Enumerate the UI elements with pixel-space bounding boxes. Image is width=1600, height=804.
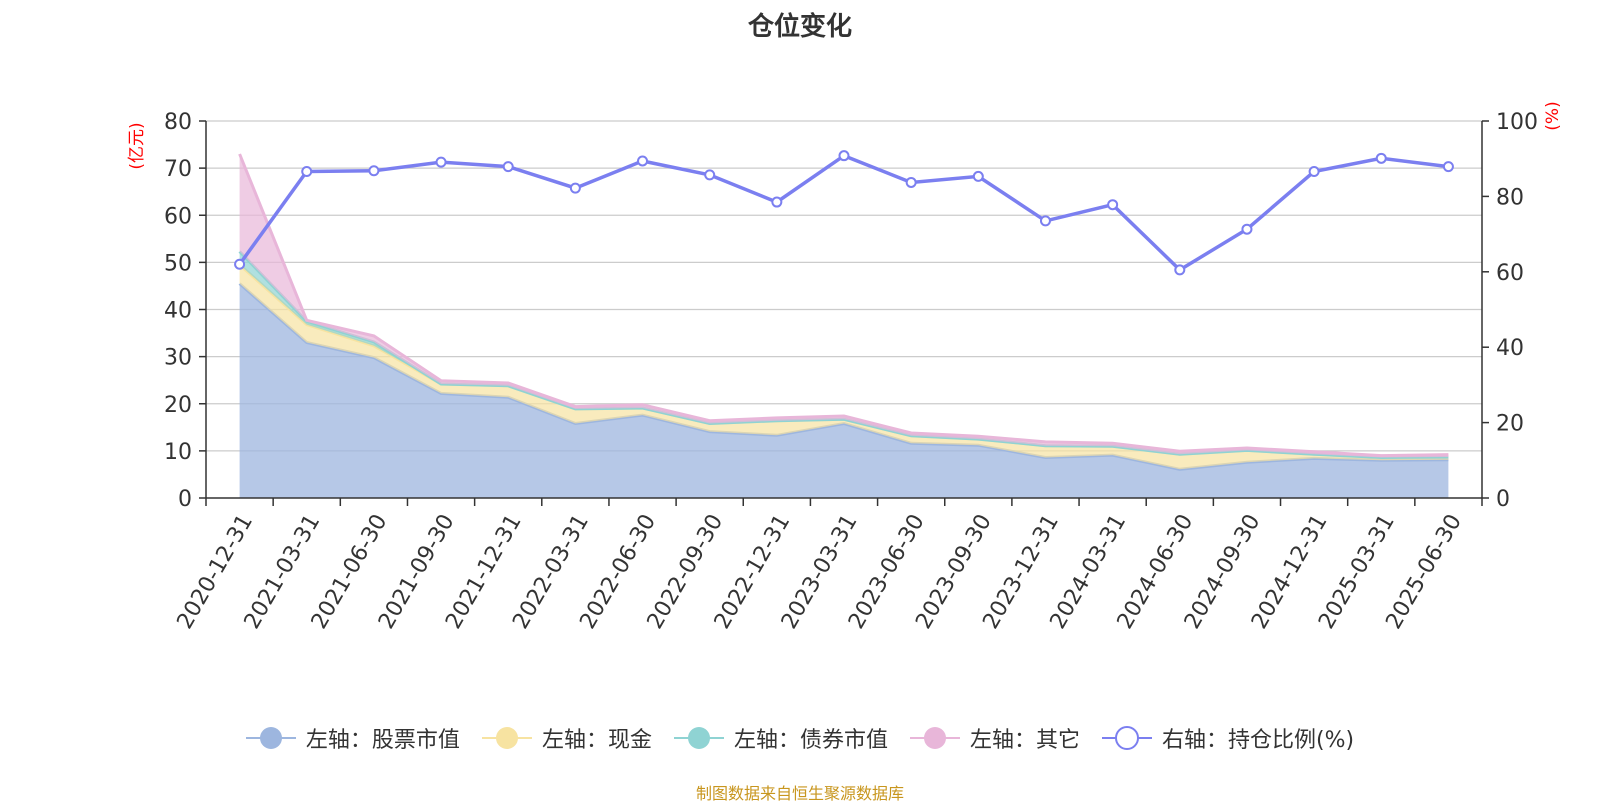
ratio-point bbox=[1308, 166, 1320, 178]
ratio-point bbox=[1107, 199, 1119, 211]
left-tick-label: 60 bbox=[164, 204, 192, 229]
legend-swatch-cash bbox=[481, 727, 532, 749]
left-tick-label: 10 bbox=[164, 440, 192, 465]
ratio-point bbox=[1241, 223, 1253, 235]
ratio-point bbox=[637, 155, 649, 167]
legend-swatch-other bbox=[909, 727, 960, 749]
legend-swatch-stock bbox=[245, 727, 296, 749]
legend-item-bond[interactable]: 左轴：债券市值 bbox=[673, 722, 888, 754]
legend-label-ratio: 右轴：持仓比例(%) bbox=[1161, 728, 1355, 753]
legend-item-ratio[interactable]: 右轴：持仓比例(%) bbox=[1101, 722, 1355, 754]
legend-label-other: 左轴：其它 bbox=[969, 728, 1080, 753]
ratio-point bbox=[435, 156, 447, 168]
legend-label-cash: 左轴：现金 bbox=[541, 728, 652, 753]
right-tick-label: 0 bbox=[1496, 487, 1510, 512]
legend-swatch-ratio bbox=[1101, 726, 1152, 750]
ratio-point bbox=[771, 196, 783, 208]
source-note: 制图数据来自恒生聚源数据库 bbox=[695, 784, 904, 803]
legend-swatch-marker bbox=[687, 727, 710, 749]
chart: 010203040506070800204060801002020-12-312… bbox=[127, 101, 1563, 633]
ratio-point bbox=[368, 165, 380, 177]
legend-swatch-marker bbox=[259, 727, 282, 749]
legend-swatch-marker bbox=[1114, 726, 1139, 750]
left-tick-label: 50 bbox=[164, 251, 192, 276]
left-tick-label: 80 bbox=[164, 110, 192, 135]
right-tick-label: 80 bbox=[1496, 185, 1524, 210]
left-tick-label: 0 bbox=[178, 487, 192, 512]
legend: 左轴：股票市值 左轴：现金 左轴：债券市值 左轴：其它 右轴：持仓比例(%) bbox=[0, 722, 1600, 754]
left-tick-label: 30 bbox=[164, 346, 192, 371]
right-tick-label: 40 bbox=[1496, 336, 1524, 361]
left-tick-label: 70 bbox=[164, 157, 192, 182]
legend-item-other[interactable]: 左轴：其它 bbox=[909, 722, 1080, 754]
right-tick-label: 60 bbox=[1496, 261, 1524, 286]
ratio-line bbox=[238, 153, 1449, 273]
ratio-point bbox=[1174, 264, 1186, 276]
right-tick-label: 100 bbox=[1496, 110, 1538, 135]
legend-label-stock: 左轴：股票市值 bbox=[305, 728, 460, 753]
legend-item-cash[interactable]: 左轴：现金 bbox=[481, 722, 652, 754]
area-line-series-3 bbox=[238, 153, 1449, 458]
legend-swatch-marker bbox=[923, 727, 946, 749]
legend-item-stock[interactable]: 左轴：股票市值 bbox=[245, 722, 460, 754]
ratio-point bbox=[502, 161, 514, 173]
left-tick-label: 20 bbox=[164, 393, 192, 418]
left-axis-label: (亿元) bbox=[127, 122, 147, 169]
area-series-0 bbox=[239, 283, 1449, 498]
ratio-point bbox=[1375, 152, 1387, 164]
ratio-point bbox=[1039, 215, 1051, 227]
ratio-point bbox=[1442, 161, 1454, 173]
legend-label-bond: 左轴：债券市值 bbox=[733, 728, 888, 753]
ratio-point bbox=[234, 258, 246, 270]
ratio-point bbox=[972, 170, 984, 182]
ratio-point bbox=[838, 150, 850, 162]
ratio-point bbox=[704, 169, 716, 181]
ratio-point bbox=[569, 182, 581, 194]
ratio-point bbox=[905, 176, 917, 188]
chart-title: 仓位变化 bbox=[747, 12, 852, 42]
right-axis-label: (%) bbox=[1543, 101, 1563, 130]
legend-swatch-marker bbox=[495, 727, 518, 749]
ratio-point bbox=[301, 166, 313, 178]
right-tick-label: 20 bbox=[1496, 412, 1524, 437]
legend-swatch-bond bbox=[673, 727, 724, 749]
left-tick-label: 40 bbox=[164, 299, 192, 324]
